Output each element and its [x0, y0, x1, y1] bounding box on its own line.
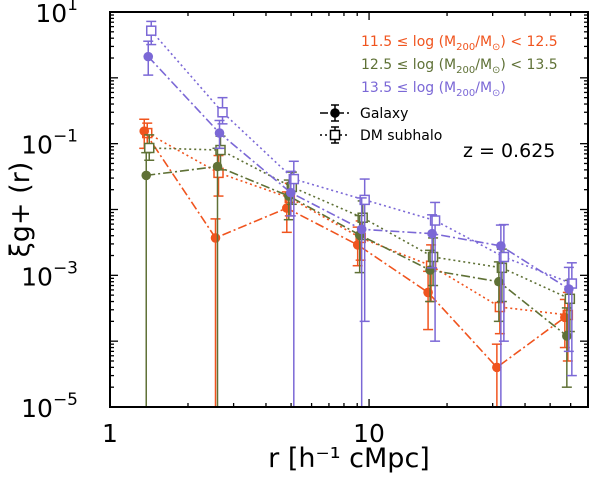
legend: 11.5 ≤ log (M200/M⊙) < 12.5 12.5 ≤ log (M… [320, 34, 558, 144]
galaxy-point [214, 128, 225, 138]
series-2 [141, 134, 576, 408]
subhalo-point [429, 215, 441, 226]
y-axis-label: ξg+ (r) [5, 162, 36, 258]
galaxy-point [492, 362, 502, 373]
legend-label-2: DM subhalo [360, 128, 442, 144]
tick-exponent: −3 [53, 258, 78, 278]
y-tick-label-4: 101 [35, 0, 78, 28]
x-tick-label-2: 10 [353, 419, 385, 448]
tick-exponent: −1 [53, 127, 78, 147]
legend-marker-circle [330, 108, 340, 118]
subhalo-point [494, 301, 506, 313]
galaxy-point [139, 126, 150, 136]
subhalo-point [427, 251, 439, 263]
y-tick-label-2: 10−3 [21, 258, 78, 291]
y-tick-label-3: 10−1 [21, 127, 78, 160]
subhalo-point [145, 25, 157, 36]
x-tick-label-1: 1 [102, 419, 118, 448]
mass-legend-2: 12.5 ≤ log (M200/M⊙) < 13.5 [361, 57, 558, 76]
galaxy-point [143, 51, 154, 62]
galaxy-point [286, 187, 296, 198]
subhalo-point [143, 142, 155, 154]
galaxy-point [210, 233, 221, 243]
subhalo-point [496, 262, 508, 274]
y-tick-label-1: 10−5 [21, 390, 78, 423]
galaxy-point [212, 161, 223, 172]
subhalo-point [498, 251, 510, 263]
subhalo-point [564, 293, 576, 305]
tick-exponent: −5 [53, 390, 78, 410]
series-1 [139, 118, 574, 408]
x-label-text: r [h⁻¹ cMpc] [268, 443, 430, 474]
galaxy-point [564, 284, 574, 294]
subhalo-point [357, 212, 368, 223]
tick-base: 10 [35, 0, 67, 28]
axis-ticks [109, 11, 589, 408]
mass-legend-3: 13.5 ≤ log (M200/M⊙) [361, 80, 506, 99]
redshift-annotation: z = 0.625 [463, 140, 555, 162]
galaxy-point [562, 331, 572, 341]
legend-label-1: Galaxy [360, 106, 408, 122]
galaxy-point [141, 170, 152, 181]
mass-legend-1: 11.5 ≤ log (M200/M⊙) < 12.5 [361, 34, 558, 53]
subhalo-point [359, 194, 370, 206]
tick-base: 10 [21, 262, 53, 291]
galaxy-point [494, 276, 504, 287]
galaxy-point [427, 228, 437, 239]
galaxy-point [356, 224, 367, 235]
tick-exponent: 1 [67, 0, 78, 15]
subhalo-point [217, 107, 228, 118]
tick-base: 10 [21, 131, 53, 160]
series-3 [143, 20, 578, 408]
galaxy-point [496, 241, 506, 251]
subhalo-point [288, 173, 300, 185]
plot-area [139, 20, 578, 408]
galaxy-point [423, 287, 433, 298]
galaxy-point [425, 265, 435, 275]
tick-base: 10 [21, 394, 53, 423]
x-axis-label: r [h⁻¹ cMpc] [268, 443, 430, 474]
legend-marker-square [329, 129, 341, 141]
subhalo-point [215, 144, 226, 156]
y-label-text: ξg+ (r) [5, 162, 36, 258]
